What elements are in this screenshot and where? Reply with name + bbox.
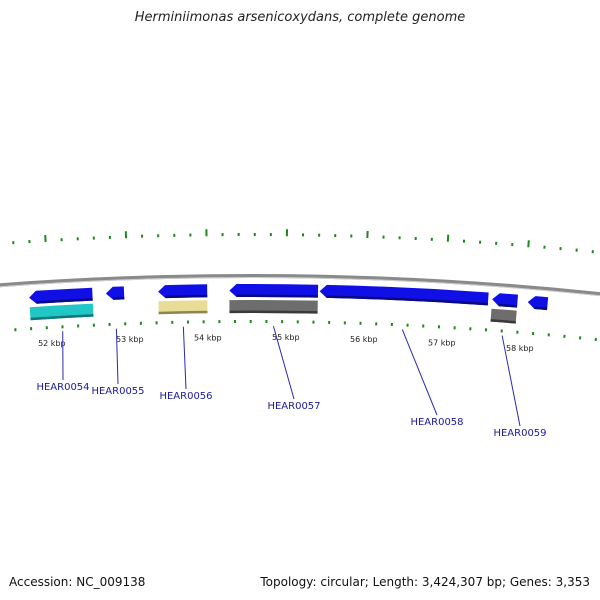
gene-leader-line <box>272 325 295 400</box>
gene-leader-line <box>182 326 187 390</box>
backbone-highlight <box>0 277 600 297</box>
gene-arrow-hear0059-shadow <box>498 303 518 308</box>
scale-label-56: 56 kbp <box>350 335 378 344</box>
gene-label-hear0059[interactable]: HEAR0059 <box>493 428 546 439</box>
feature-pseudo-1[interactable] <box>158 300 208 315</box>
gene-leader-line <box>401 329 438 416</box>
gene-arrow-hear0057-shadow <box>236 294 318 298</box>
outer-major-tick <box>527 240 530 248</box>
gene-label-hear0055[interactable]: HEAR0055 <box>91 386 144 397</box>
feature-misc-2[interactable] <box>229 300 318 314</box>
gene-arrow-hear0054-shadow <box>36 298 93 304</box>
scale-label-58: 58 kbp <box>506 344 534 353</box>
gene-arrow-hear0055[interactable] <box>105 286 125 300</box>
map-title: Herminiimonas arsenicoxydans, complete g… <box>134 10 466 25</box>
gene-arrow-unlabeled-6[interactable] <box>527 296 549 311</box>
scale-label-54: 54 kbp <box>194 333 222 342</box>
backbone-ring <box>0 273 600 297</box>
gene-label-hear0057[interactable]: HEAR0057 <box>267 401 320 412</box>
gene-arrow-hear0059[interactable] <box>492 293 519 308</box>
scale-label-55: 55 kbp <box>272 333 300 342</box>
feature-misc-3-shadow <box>490 319 516 324</box>
gene-label-hear0054[interactable]: HEAR0054 <box>36 382 89 393</box>
scale-label-53: 53 kbp <box>116 335 144 344</box>
gene-arrow-hear0055-shadow <box>113 296 125 300</box>
feature-pseudo-1-shadow <box>158 310 208 315</box>
scale-label-52: 52 kbp <box>38 339 66 348</box>
gene-label-hear0056[interactable]: HEAR0056 <box>159 391 212 402</box>
gene-arrow-unlabeled-6-shadow <box>534 306 548 311</box>
feature-misc-2-shadow <box>229 310 318 314</box>
gene-arrow-hear0058-shadow <box>326 295 488 306</box>
gene-label-hear0058[interactable]: HEAR0058 <box>410 417 463 428</box>
feature-rna-0-shadow <box>30 314 94 321</box>
gene-leader-line <box>115 328 119 385</box>
genome-summary: Topology: circular; Length: 3,424,307 bp… <box>260 575 590 589</box>
gene-arrow-hear0056[interactable] <box>158 284 208 299</box>
gene-arrow-hear0057[interactable] <box>229 283 319 298</box>
gene-leader-line <box>501 335 521 427</box>
scale-label-57: 57 kbp <box>428 339 456 348</box>
accession-label: Accession: NC_009138 <box>9 575 146 589</box>
gene-arrow-hear0056-shadow <box>165 294 208 299</box>
